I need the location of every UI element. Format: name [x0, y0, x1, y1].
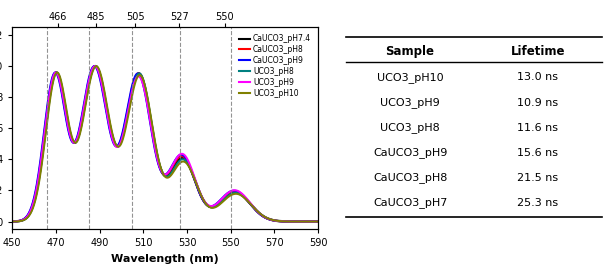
- Text: 13.0 ns: 13.0 ns: [517, 73, 558, 82]
- Line: CaUCO3_pH7.4: CaUCO3_pH7.4: [12, 66, 318, 222]
- UCO3_pH9: [314, 220, 322, 223]
- UCO3_pH8: [284, 220, 292, 223]
- Text: 25.3 ns: 25.3 ns: [517, 198, 558, 208]
- CaUCO3_pH7.4: [105, 122, 113, 125]
- Line: UCO3_pH8: UCO3_pH8: [12, 66, 318, 222]
- CaUCO3_pH8: [9, 220, 16, 223]
- Text: CaUCO3_pH8: CaUCO3_pH8: [373, 172, 447, 183]
- CaUCO3_pH7.4: [83, 90, 91, 93]
- UCO3_pH8: [210, 206, 217, 209]
- UCO3_pH8: [314, 220, 322, 223]
- UCO3_pH9: [9, 220, 16, 223]
- CaUCO3_pH8: [284, 220, 292, 223]
- Text: Lifetime: Lifetime: [511, 45, 565, 58]
- UCO3_pH10: [105, 117, 113, 121]
- UCO3_pH9: [95, 71, 102, 74]
- UCO3_pH9: [105, 124, 113, 127]
- CaUCO3_pH7.4: [9, 220, 16, 223]
- UCO3_pH10: [93, 64, 100, 68]
- CaUCO3_pH8: [83, 87, 91, 90]
- UCO3_pH10: [95, 67, 102, 71]
- CaUCO3_pH8: [95, 72, 102, 75]
- UCO3_pH8: [105, 120, 113, 123]
- CaUCO3_pH9: [314, 220, 322, 223]
- UCO3_pH10: [314, 220, 322, 223]
- Line: CaUCO3_pH9: CaUCO3_pH9: [12, 66, 318, 222]
- Text: Sample: Sample: [386, 45, 435, 58]
- CaUCO3_pH8: [247, 203, 254, 206]
- CaUCO3_pH8: [91, 64, 98, 68]
- UCO3_pH10: [210, 206, 217, 209]
- Text: UCO3_pH8: UCO3_pH8: [380, 122, 440, 133]
- CaUCO3_pH9: [95, 73, 102, 76]
- CaUCO3_pH9: [105, 127, 113, 130]
- CaUCO3_pH9: [247, 203, 254, 206]
- CaUCO3_pH7.4: [314, 220, 322, 223]
- CaUCO3_pH9: [210, 204, 217, 207]
- UCO3_pH10: [83, 95, 91, 98]
- CaUCO3_pH8: [314, 220, 322, 223]
- UCO3_pH10: [284, 220, 292, 223]
- CaUCO3_pH9: [83, 84, 91, 88]
- Line: CaUCO3_pH8: CaUCO3_pH8: [12, 66, 318, 222]
- Text: CaUCO3_pH9: CaUCO3_pH9: [373, 147, 447, 158]
- UCO3_pH9: [247, 202, 254, 205]
- UCO3_pH9: [284, 220, 292, 223]
- CaUCO3_pH9: [9, 220, 16, 223]
- Text: UCO3_pH10: UCO3_pH10: [377, 72, 443, 83]
- CaUCO3_pH7.4: [92, 64, 99, 68]
- CaUCO3_pH7.4: [95, 70, 102, 73]
- CaUCO3_pH7.4: [284, 220, 292, 223]
- UCO3_pH10: [9, 220, 16, 223]
- CaUCO3_pH9: [284, 220, 292, 223]
- CaUCO3_pH9: [90, 64, 97, 68]
- UCO3_pH8: [92, 64, 99, 68]
- UCO3_pH9: [91, 64, 99, 68]
- UCO3_pH8: [83, 93, 91, 96]
- CaUCO3_pH8: [105, 125, 113, 128]
- Text: 11.6 ns: 11.6 ns: [517, 123, 558, 133]
- UCO3_pH9: [210, 204, 217, 207]
- CaUCO3_pH8: [210, 204, 217, 208]
- UCO3_pH9: [83, 88, 91, 91]
- Text: 21.5 ns: 21.5 ns: [517, 173, 558, 183]
- CaUCO3_pH7.4: [210, 205, 217, 209]
- Text: CaUCO3_pH7: CaUCO3_pH7: [373, 197, 447, 208]
- Text: 10.9 ns: 10.9 ns: [517, 97, 558, 108]
- X-axis label: Wavelength (nm): Wavelength (nm): [112, 254, 219, 264]
- UCO3_pH8: [9, 220, 16, 223]
- Text: UCO3_pH9: UCO3_pH9: [380, 97, 440, 108]
- UCO3_pH10: [247, 203, 254, 206]
- Line: UCO3_pH9: UCO3_pH9: [12, 66, 318, 222]
- Text: 15.6 ns: 15.6 ns: [517, 148, 558, 158]
- UCO3_pH8: [95, 69, 102, 72]
- Legend: CaUCO3_pH7.4, CaUCO3_pH8, CaUCO3_pH9, UCO3_pH8, UCO3_pH9, UCO3_pH10: CaUCO3_pH7.4, CaUCO3_pH8, CaUCO3_pH9, UC…: [235, 31, 314, 101]
- Line: UCO3_pH10: UCO3_pH10: [12, 66, 318, 222]
- UCO3_pH8: [247, 202, 254, 206]
- CaUCO3_pH7.4: [247, 203, 254, 206]
